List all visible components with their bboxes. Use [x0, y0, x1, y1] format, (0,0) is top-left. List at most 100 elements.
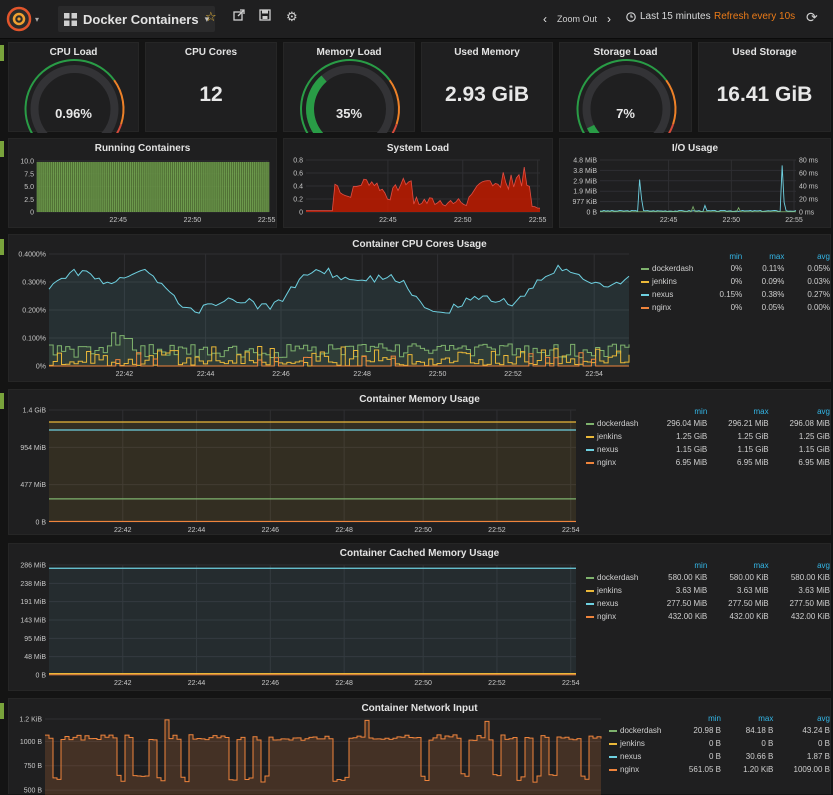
legend-swatch — [586, 461, 594, 464]
y-tick-label: 0.200% — [22, 308, 46, 315]
legend-row-nginx[interactable]: nginx 561.05 B 1.20 KiB 1009.00 B — [607, 763, 830, 776]
legend-row-nexus[interactable]: nexus 0 B 30.66 B 1.87 B — [607, 750, 830, 763]
x-tick-label: 22:55 — [529, 217, 547, 224]
y-tick-label: 0 B — [35, 520, 46, 527]
legend-row-dockerdash[interactable]: dockerdash 20.98 B 84.18 B 43.24 B — [607, 724, 830, 737]
y-tick-label: 750 B — [24, 763, 43, 770]
legend-row-jenkins[interactable]: jenkins 1.25 GiB 1.25 GiB 1.25 GiB — [584, 430, 830, 443]
cpu-cores-panel: CPU Cores 12 — [145, 42, 277, 132]
legend-row-nginx[interactable]: nginx 432.00 KiB 432.00 KiB 432.00 KiB — [584, 610, 830, 623]
x-tick-label: 22:54 — [562, 527, 580, 534]
legend-row-nexus[interactable]: nexus 277.50 MiB 277.50 MiB 277.50 MiB — [584, 597, 830, 610]
legend-series-nginx[interactable]: nginx — [584, 610, 646, 623]
row-marker-stats[interactable] — [0, 45, 4, 61]
x-tick-label: 22:50 — [414, 680, 432, 687]
legend-swatch — [609, 729, 617, 732]
grafana-menu-button[interactable]: ▾ — [6, 5, 46, 33]
refresh-interval[interactable]: Refresh every 10s — [714, 11, 796, 22]
legend-row-nginx[interactable]: nginx 0% 0.05% 0.00% — [639, 301, 830, 314]
cached-memory-panel: Container Cached Memory Usage 286 MiB 238… — [8, 543, 831, 691]
legend-row-jenkins[interactable]: jenkins 0 B 0 B 0 B — [607, 737, 830, 750]
storage-load-value: 7% — [616, 106, 635, 121]
save-button[interactable] — [259, 9, 271, 24]
settings-button[interactable]: ⚙ — [286, 9, 298, 25]
share-button[interactable] — [233, 9, 245, 24]
legend-avg-value: 1.15 GiB — [798, 445, 830, 454]
legend-row-dockerdash[interactable]: dockerdash 580.00 KiB 580.00 KiB 580.00 KiB — [584, 571, 830, 584]
legend-series-nginx[interactable]: nginx — [584, 456, 646, 469]
y-tick-label: 143 MiB — [20, 618, 46, 625]
y-tick-label: 0.8 — [293, 158, 303, 165]
legend-max-value: 0.38% — [761, 290, 785, 299]
legend-series-nexus[interactable]: nexus — [584, 597, 646, 610]
legend-header-max: max — [769, 252, 785, 261]
save-icon — [259, 9, 271, 21]
legend-series-nexus[interactable]: nexus — [607, 750, 668, 763]
y-tick-label: 4.8 MiB — [573, 158, 597, 165]
x-tick-label: 22:50 — [414, 527, 432, 534]
legend-row-dockerdash[interactable]: dockerdash 0% 0.11% 0.05% — [639, 262, 830, 275]
star-icon[interactable]: ☆ — [205, 9, 217, 24]
gauge-fill — [306, 75, 327, 133]
dashboard-picker[interactable]: Docker Containers ▾ — [58, 6, 216, 32]
legend-swatch — [586, 422, 594, 425]
legend-series-nexus[interactable]: nexus — [639, 288, 705, 301]
legend-row-nexus[interactable]: nexus 0.15% 0.38% 0.27% — [639, 288, 830, 301]
legend-series-name: nginx — [620, 765, 640, 774]
memory-load-value: 35% — [335, 106, 363, 121]
network-input-panel: Container Network Input 1.2 KiB 1000 B 750… — [8, 698, 831, 795]
panel-title: CPU Cores — [184, 47, 238, 58]
y-tick-label: 0% — [36, 364, 46, 371]
grafana-logo-icon — [6, 6, 32, 32]
y-tick-label: 977 KiB — [572, 199, 597, 206]
legend-min-value: 1.15 GiB — [676, 445, 708, 454]
legend-row-nginx[interactable]: nginx 6.95 MiB 6.95 MiB 6.95 MiB — [584, 456, 830, 469]
zoom-out-button[interactable]: Zoom Out — [557, 14, 598, 24]
legend-min-value: 20.98 B — [693, 726, 721, 735]
legend-row-nexus[interactable]: nexus 1.15 GiB 1.15 GiB 1.15 GiB — [584, 443, 830, 456]
y-tick-label: 954 MiB — [20, 445, 46, 452]
row-marker-network[interactable] — [0, 703, 4, 719]
legend-min-value: 432.00 KiB — [668, 612, 708, 621]
legend-avg-value: 0 B — [817, 739, 830, 748]
legend-series-nginx[interactable]: nginx — [639, 301, 705, 314]
legend-swatch — [641, 280, 649, 283]
row-marker-cpu[interactable] — [0, 239, 4, 255]
time-range-picker[interactable]: Last 15 minutes — [626, 11, 711, 22]
x-tick-label: 22:46 — [272, 371, 290, 378]
legend-row-jenkins[interactable]: jenkins 3.63 MiB 3.63 MiB 3.63 MiB — [584, 584, 830, 597]
legend-series-dockerdash[interactable]: dockerdash — [639, 262, 705, 275]
gauge-track — [582, 65, 671, 133]
y-tick-label: 1.2 KiB — [19, 717, 42, 724]
legend-series-jenkins[interactable]: jenkins — [607, 737, 668, 750]
time-forward-icon[interactable]: › — [607, 12, 612, 26]
legend-series-dockerdash[interactable]: dockerdash — [607, 724, 668, 737]
legend-series-nexus[interactable]: nexus — [584, 443, 646, 456]
panel-title: Container CPU Cores Usage — [352, 239, 487, 250]
legend-series-jenkins[interactable]: jenkins — [584, 430, 646, 443]
legend-series-nginx[interactable]: nginx — [607, 763, 668, 776]
legend-row-dockerdash[interactable]: dockerdash 296.04 MiB 296.21 MiB 296.08 MiB — [584, 417, 830, 430]
legend-series-jenkins[interactable]: jenkins — [639, 275, 705, 288]
zoom-controls: ‹ Zoom Out › — [543, 12, 611, 26]
legend-series-dockerdash[interactable]: dockerdash — [584, 571, 646, 584]
x-tick-label: 22:48 — [353, 371, 371, 378]
legend-min-value: 296.04 MiB — [666, 419, 708, 428]
y-right-tick-label: 40 ms — [799, 184, 819, 191]
refresh-icon[interactable]: ⟳ — [806, 9, 818, 25]
legend-series-name: nginx — [597, 612, 617, 621]
row-marker-memory[interactable] — [0, 393, 4, 409]
x-tick-label: 22:55 — [785, 217, 803, 224]
legend-series-dockerdash[interactable]: dockerdash — [584, 417, 646, 430]
jenkins-area — [49, 422, 576, 522]
panel-title: Storage Load — [593, 47, 658, 58]
legend-max-value: 3.63 MiB — [737, 586, 769, 595]
legend-series-jenkins[interactable]: jenkins — [584, 584, 646, 597]
legend-max-value: 6.95 MiB — [737, 458, 769, 467]
row-marker-overview[interactable] — [0, 141, 4, 157]
legend-min-value: 580.00 KiB — [668, 573, 708, 582]
time-back-icon[interactable]: ‹ — [543, 12, 547, 26]
legend-row-jenkins[interactable]: jenkins 0% 0.09% 0.03% — [639, 275, 830, 288]
dashboard-caret-icon: ▾ — [204, 13, 210, 24]
y-tick-label: 0 B — [35, 673, 46, 680]
